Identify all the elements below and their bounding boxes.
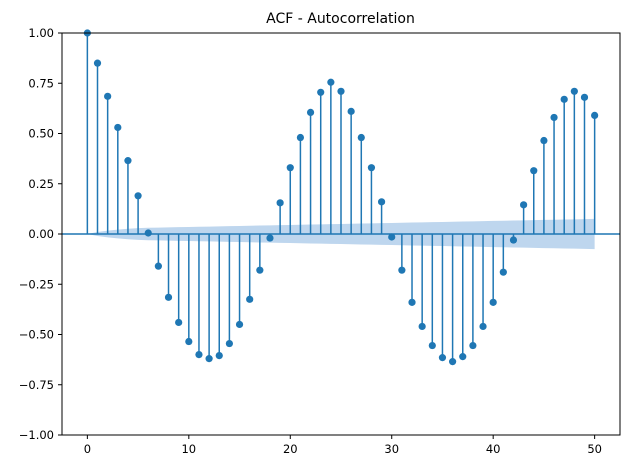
x-tick-label: 10 xyxy=(181,442,196,456)
acf-point xyxy=(479,322,487,331)
acf-point xyxy=(560,95,568,103)
acf-point xyxy=(449,358,457,366)
acf-point xyxy=(154,262,162,270)
acf-point xyxy=(520,201,528,209)
acf-point xyxy=(164,293,173,301)
acf-point xyxy=(266,234,274,242)
x-tick-label: 20 xyxy=(283,442,298,456)
acf-point xyxy=(469,341,477,350)
y-tick-label: 0.50 xyxy=(28,127,54,141)
y-tick-label: −1.00 xyxy=(19,428,54,442)
acf-point xyxy=(428,341,436,350)
acf-point xyxy=(306,108,315,116)
acf-point xyxy=(327,78,335,86)
y-tick-label: 0.75 xyxy=(28,76,54,90)
acf-point xyxy=(134,192,142,200)
acf-point xyxy=(499,268,507,276)
y-tick-label: −0.50 xyxy=(19,328,54,342)
acf-point xyxy=(591,111,599,120)
acf-point xyxy=(388,233,396,241)
acf-point xyxy=(317,88,325,96)
acf-point xyxy=(205,355,213,363)
acf-point xyxy=(408,298,416,306)
acf-point xyxy=(580,93,589,101)
acf-point xyxy=(104,92,112,100)
acf-point xyxy=(296,133,305,142)
x-tick-label: 40 xyxy=(486,442,501,456)
acf-point xyxy=(398,266,406,274)
acf-point xyxy=(93,59,102,67)
plot-area xyxy=(61,29,621,436)
acf-point xyxy=(114,123,122,132)
acf-point xyxy=(195,351,203,359)
y-tick-label: −0.75 xyxy=(19,378,54,392)
x-tick-label: 0 xyxy=(84,442,91,456)
y-axis: −1.00 −0.75 −0.50 −0.25 0.00 0.25 0.50 0.75 1.00 xyxy=(19,26,62,442)
y-tick-label: 0.25 xyxy=(28,177,54,191)
acf-point xyxy=(286,164,294,172)
chart-title: ACF - Autocorrelation xyxy=(266,11,415,27)
acf-point xyxy=(215,352,223,360)
acf-point xyxy=(124,157,132,165)
acf-point xyxy=(225,339,233,348)
acf-point xyxy=(246,295,254,303)
x-axis: 0 10 20 30 40 50 xyxy=(84,435,602,456)
acf-point xyxy=(235,320,244,329)
acf-point xyxy=(357,133,365,142)
acf-point xyxy=(175,318,183,327)
acf-point xyxy=(459,353,467,361)
acf-point xyxy=(337,87,345,95)
acf-point xyxy=(438,354,447,362)
acf-point xyxy=(418,322,426,331)
acf-point xyxy=(185,337,193,346)
acf-point xyxy=(550,113,558,122)
acf-point xyxy=(367,164,376,172)
y-tick-label: 1.00 xyxy=(28,26,54,40)
acf-point xyxy=(509,236,518,244)
x-tick-label: 30 xyxy=(384,442,399,456)
acf-point xyxy=(540,136,548,145)
acf-point xyxy=(144,229,152,237)
acf-point xyxy=(256,266,264,274)
y-tick-label: −0.25 xyxy=(19,277,54,291)
acf-point xyxy=(347,107,355,115)
y-tick-label: 0.00 xyxy=(28,227,54,241)
acf-point xyxy=(276,199,284,207)
x-tick-label: 50 xyxy=(587,442,602,456)
acf-point xyxy=(530,167,538,175)
acf-point xyxy=(570,87,578,95)
acf-point xyxy=(489,298,497,306)
acf-point xyxy=(377,198,386,206)
